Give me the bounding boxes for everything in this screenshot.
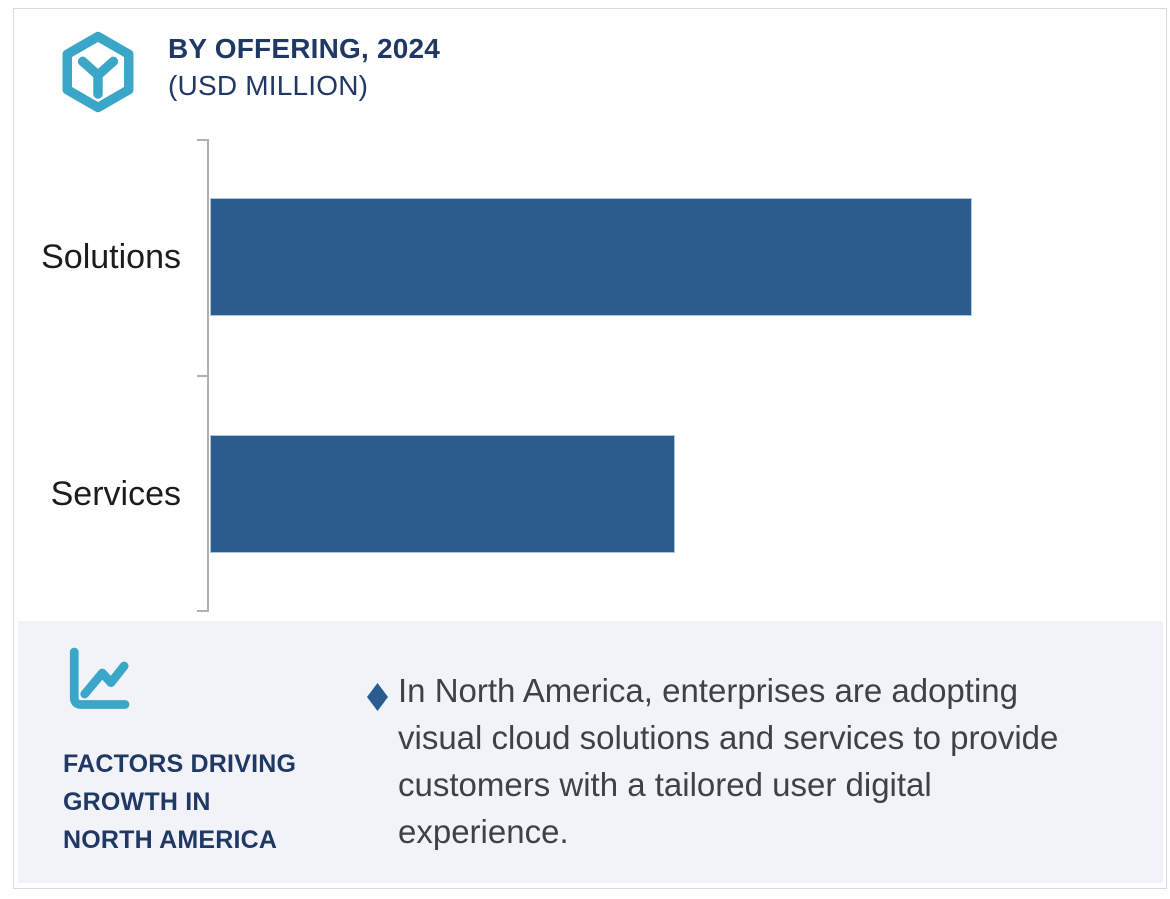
axis-tick [197,610,208,612]
factors-heading-line2: GROWTH IN [63,788,211,816]
axis-tick [197,375,208,377]
bar-solutions [210,198,972,316]
category-axis-line [207,139,209,612]
hexagon-cube-icon [62,31,134,113]
chart-title-line1: BY OFFERING, 2024 [168,33,441,64]
factors-heading-line1: FACTORS DRIVING [63,750,297,778]
bullet-text: In North America, enterprises are adopti… [398,672,1059,850]
bullet-item: In North America, enterprises are adopti… [367,667,1107,855]
factors-heading: FACTORS DRIVING GROWTH IN NORTH AMERICA [63,745,296,859]
chart-title: BY OFFERING, 2024 (USD MILLION) [168,30,440,104]
diamond-bullet-icon [367,683,388,711]
factors-heading-line3: NORTH AMERICA [63,826,278,854]
factors-panel: FACTORS DRIVING GROWTH IN NORTH AMERICA … [18,621,1163,883]
category-label-solutions: Solutions [41,238,181,276]
bar-services [210,435,675,553]
chart-title-line2: (USD MILLION) [168,70,369,101]
axis-tick [197,139,208,141]
line-chart-icon [69,647,130,709]
category-label-services: Services [50,475,181,513]
